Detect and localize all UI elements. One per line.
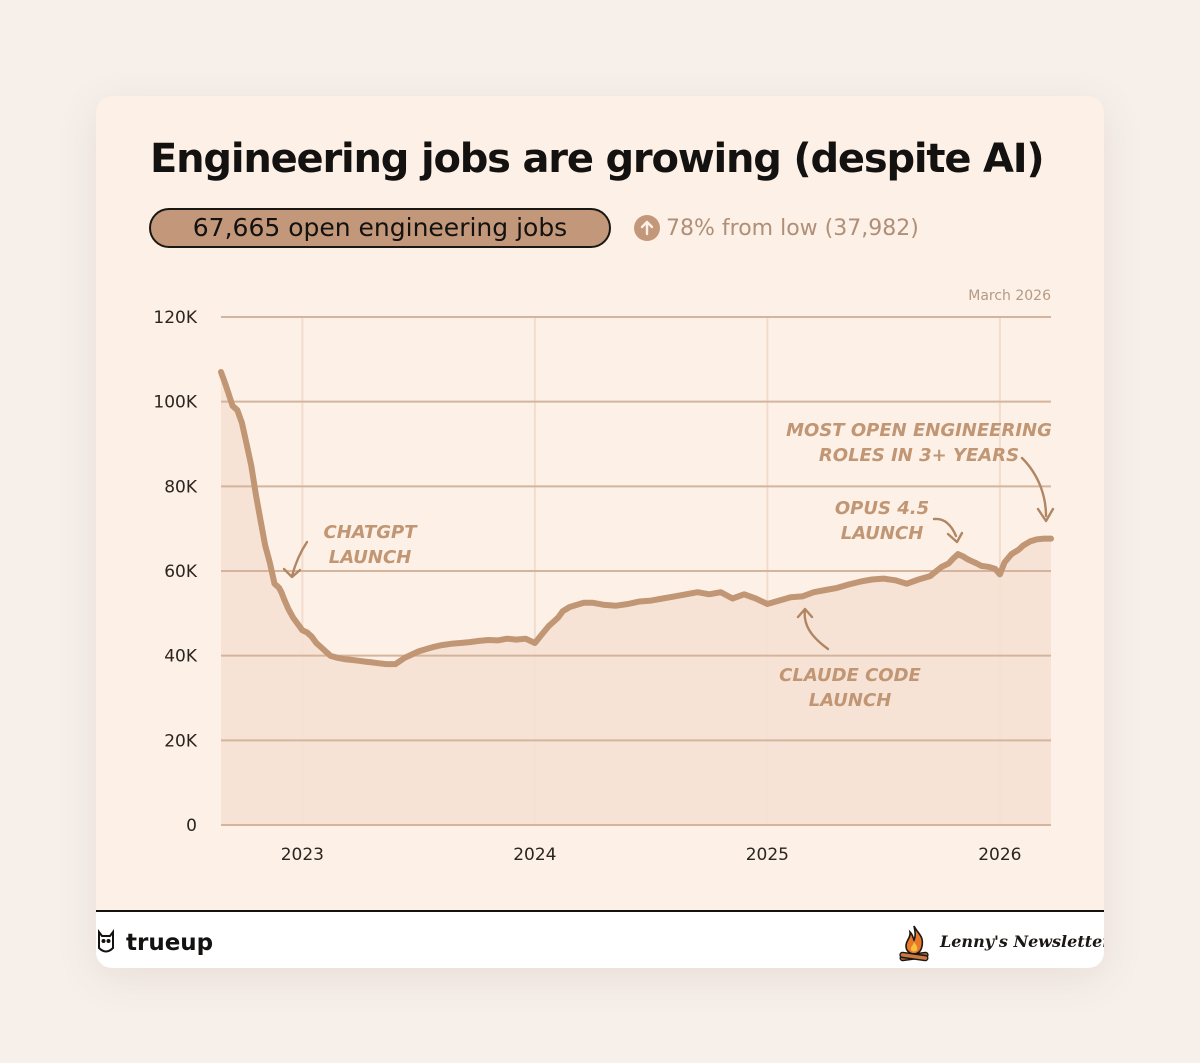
annotation-label: LAUNCH [809,690,892,711]
y-tick-label: 100K [153,393,197,413]
series-line [218,369,1054,668]
annotation-label: LAUNCH [841,523,924,544]
annotation-label: CHATGPT [323,522,418,543]
open-jobs-badge: 67,665 open engineering jobs [149,208,611,248]
x-tick-label: 2025 [746,845,789,865]
y-tick-label: 60K [164,562,198,582]
date-label: March 2026 [968,288,1051,304]
annotation-label: OPUS 4.5 [835,498,929,519]
y-tick-label: 120K [153,308,197,328]
x-tick-label: 2024 [513,845,556,865]
y-tick-label: 40K [164,647,198,667]
annotation-label: LAUNCH [329,547,412,568]
annotation-label: MOST OPEN ENGINEERING [786,420,1052,441]
x-tick-label: 2023 [281,845,324,865]
footer: trueup Lenny's Newsletter [96,910,1104,968]
chart-card: 0 20K 40K 60K 80K 100K 120K 2023 2024 2025 2026 CHA… [96,96,1104,968]
annotation-arrow [282,540,309,579]
campfire-icon [899,925,929,962]
owl-icon [98,929,114,953]
change-indicator: 78% from low (37,982) [634,215,919,245]
annotation-label: ROLES IN 3+ YEARS [819,445,1019,466]
arrow-up-icon [634,215,660,241]
change-text: 78% from low (37,982) [666,215,919,241]
annotation-label: CLAUDE CODE [779,665,921,686]
annotation-arrow [1020,456,1055,523]
trueup-wordmark: trueup [126,930,214,956]
lenny-logo[interactable]: Lenny's Newsletter [896,925,1104,962]
y-tick-label: 80K [164,477,198,497]
y-tick-label: 20K [164,731,198,751]
y-tick-label: 0 [186,816,197,836]
x-tick-label: 2026 [978,845,1021,865]
chart-title: Engineering jobs are growing (despite AI… [150,136,1045,182]
annotation-arrow [796,607,830,651]
annotation-arrow [932,517,964,544]
lenny-wordmark: Lenny's Newsletter [940,932,1104,951]
chart: 0 20K 40K 60K 80K 100K 120K 2023 2024 2025 2026 CHA… [153,308,1055,865]
series-area [221,372,1051,825]
